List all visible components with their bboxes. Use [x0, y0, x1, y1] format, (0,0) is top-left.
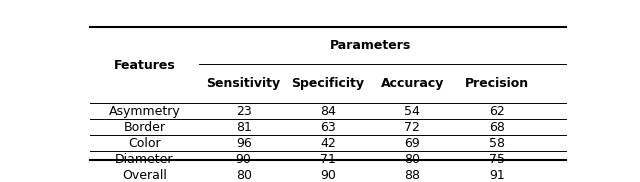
Text: Sensitivity: Sensitivity — [207, 77, 281, 90]
Text: 63: 63 — [320, 121, 336, 134]
Text: 72: 72 — [404, 121, 420, 134]
Text: 71: 71 — [320, 153, 336, 166]
Text: Overall: Overall — [122, 169, 167, 182]
Text: 80: 80 — [236, 169, 252, 182]
Text: Color: Color — [128, 137, 161, 150]
Text: 88: 88 — [404, 169, 420, 182]
Text: 62: 62 — [489, 105, 504, 118]
Text: 69: 69 — [404, 137, 420, 150]
Text: Specificity: Specificity — [291, 77, 365, 90]
Text: Parameters: Parameters — [330, 39, 411, 52]
Text: 23: 23 — [236, 105, 252, 118]
Text: 81: 81 — [236, 121, 252, 134]
Text: 68: 68 — [489, 121, 504, 134]
Text: Border: Border — [124, 121, 166, 134]
Text: 90: 90 — [320, 169, 336, 182]
Text: 42: 42 — [320, 137, 336, 150]
Text: Precision: Precision — [465, 77, 529, 90]
Text: 54: 54 — [404, 105, 420, 118]
Text: 58: 58 — [489, 137, 504, 150]
Text: 91: 91 — [489, 169, 504, 182]
Text: 80: 80 — [404, 153, 420, 166]
Text: Diameter: Diameter — [115, 153, 173, 166]
Text: 96: 96 — [236, 137, 252, 150]
Text: Accuracy: Accuracy — [381, 77, 444, 90]
Text: 84: 84 — [320, 105, 336, 118]
Text: 90: 90 — [236, 153, 252, 166]
Text: Features: Features — [114, 59, 175, 72]
Text: Asymmetry: Asymmetry — [109, 105, 180, 118]
Text: 75: 75 — [489, 153, 504, 166]
